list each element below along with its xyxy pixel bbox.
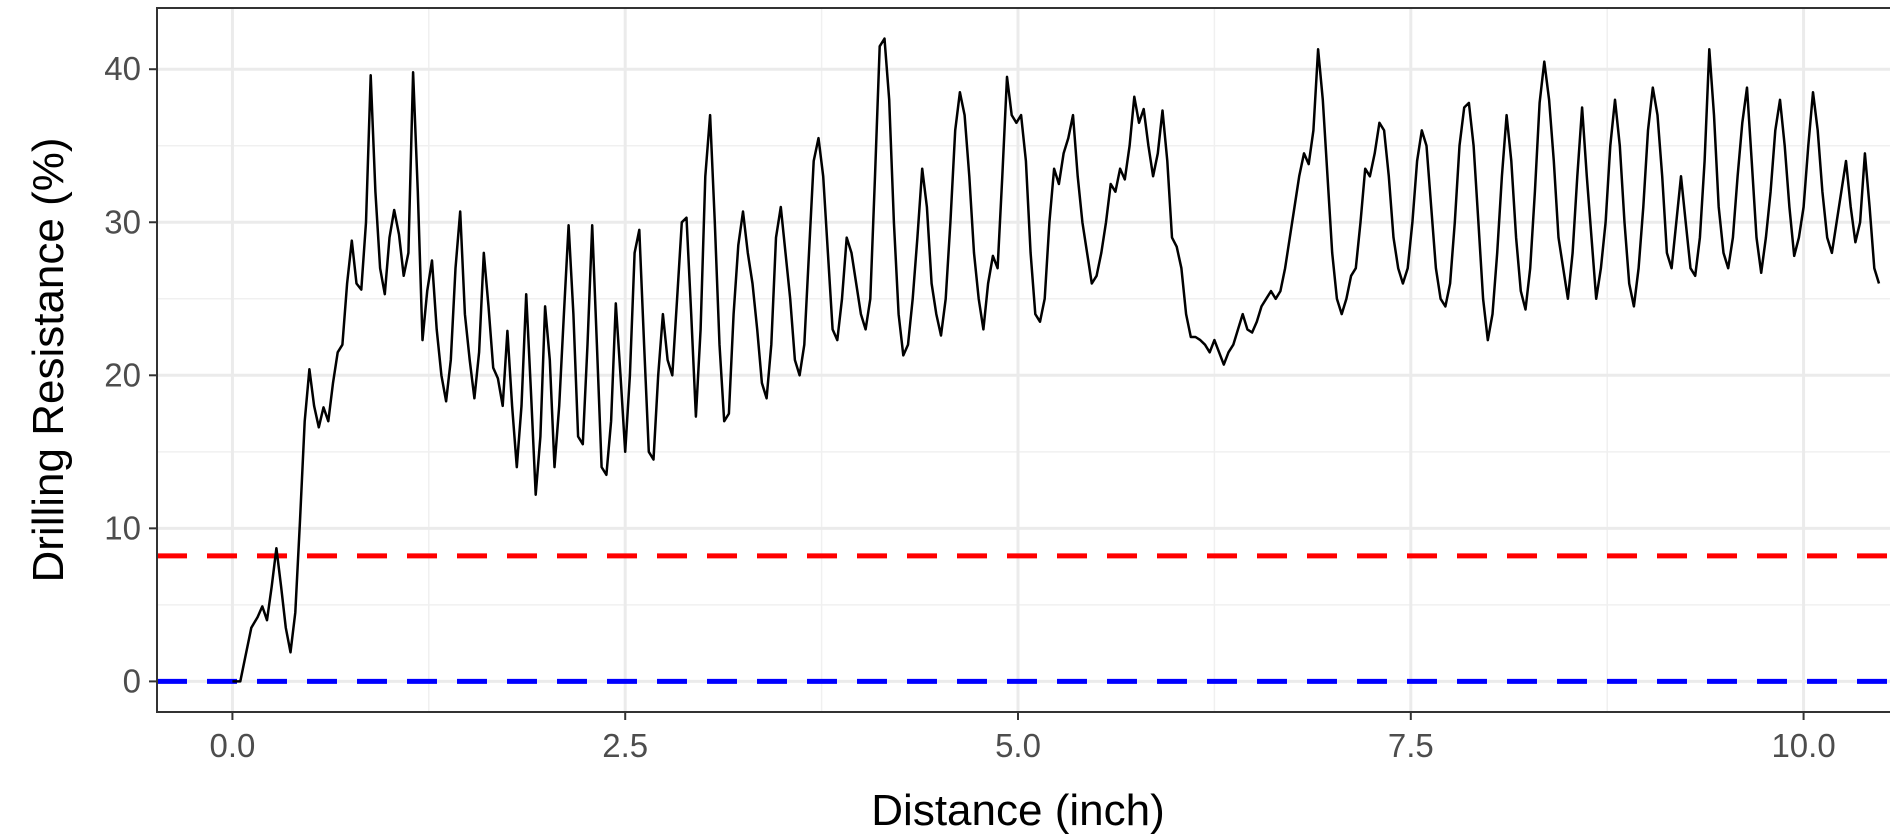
y-tick-label: 30	[104, 203, 141, 240]
x-axis-title: Distance (inch)	[871, 786, 1164, 835]
x-tick-label: 7.5	[1388, 727, 1434, 764]
resistance-series-line	[232, 37, 1881, 683]
y-tick-label: 40	[104, 50, 141, 87]
series-layer	[232, 37, 1881, 683]
plot-panel-border	[156, 7, 1890, 713]
reference-lines	[157, 553, 1890, 684]
x-tick-label: 0.0	[209, 727, 255, 764]
y-tick-label: 0	[123, 662, 141, 699]
x-tick-label: 10.0	[1771, 727, 1835, 764]
y-tick-label: 10	[104, 509, 141, 546]
y-axis-title: Drilling Resistance (%)	[24, 137, 73, 582]
x-tick-label: 2.5	[602, 727, 648, 764]
y-tick-label: 20	[104, 356, 141, 393]
x-tick-label: 5.0	[995, 727, 1041, 764]
axes: 0.0 2.5 5.0 7.5 10.0 0 10 20 30 40	[104, 50, 1835, 764]
